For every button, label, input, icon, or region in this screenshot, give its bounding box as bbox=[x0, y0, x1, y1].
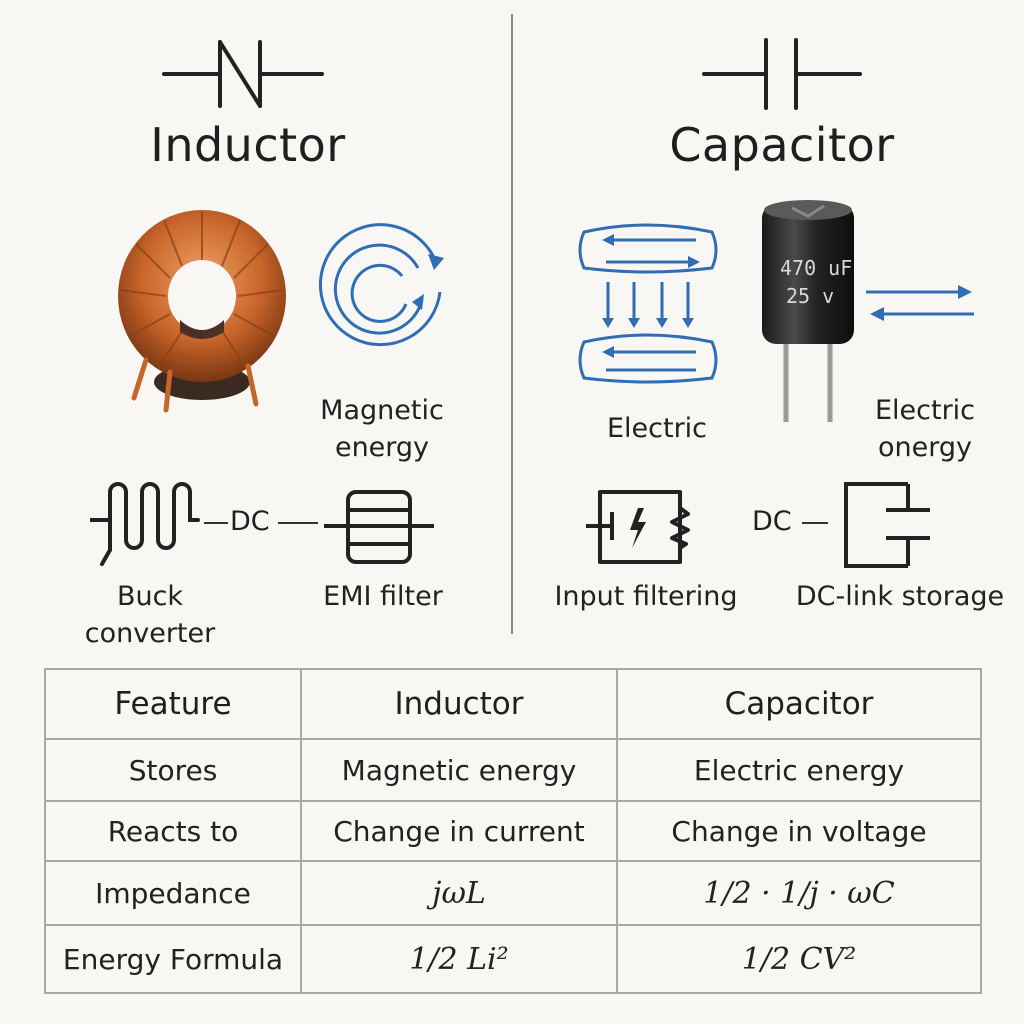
input-filtering-icon bbox=[586, 490, 690, 564]
header-feature: Feature bbox=[44, 668, 302, 740]
inductor-dc-label: DC bbox=[230, 506, 270, 537]
impedance-capacitor-text: 1/2 · 1/j · ωC bbox=[703, 875, 895, 911]
header-capacitor: Capacitor bbox=[616, 668, 982, 740]
dc-line-right bbox=[278, 522, 318, 524]
row-inductor-value: Magnetic energy bbox=[300, 738, 618, 802]
emi-filter-icon bbox=[324, 490, 434, 564]
capacitor-marking-capacitance: 470 uF bbox=[780, 256, 853, 280]
impedance-inductor-formula: jωL bbox=[300, 860, 618, 926]
capacitor-title: Capacitor bbox=[669, 118, 895, 172]
coil-schematic-icon bbox=[90, 482, 200, 566]
row-feature: Reacts to bbox=[44, 800, 302, 862]
row-capacitor-value: Electric energy bbox=[616, 738, 982, 802]
impedance-inductor-text: jωL bbox=[432, 875, 486, 911]
row-capacitor-value: Change in voltage bbox=[616, 800, 982, 862]
comparison-table: Feature Inductor Capacitor Stores Magnet… bbox=[44, 668, 982, 994]
table-row: Impedance jωL 1/2 · 1/j · ωC bbox=[44, 860, 982, 926]
capacitor-dc-label: DC bbox=[752, 506, 792, 537]
electrolytic-capacitor-image bbox=[762, 200, 854, 422]
cap-dc-line bbox=[802, 522, 828, 524]
energy-inductor-formula: 1/2 Li² bbox=[300, 924, 618, 994]
capacitor-symbol-icon bbox=[702, 38, 862, 110]
row-feature: Stores bbox=[44, 738, 302, 802]
energy-capacitor-text: 1/2 CV² bbox=[741, 941, 857, 977]
row-inductor-value: Change in current bbox=[300, 800, 618, 862]
header-inductor: Inductor bbox=[300, 668, 618, 740]
table-row: Energy Formula 1/2 Li² 1/2 CV² bbox=[44, 924, 982, 994]
table-row: Reacts to Change in current Change in vo… bbox=[44, 800, 982, 862]
section-divider bbox=[511, 14, 513, 634]
input-filtering-label: Input filtering bbox=[554, 581, 738, 612]
table-row: Stores Magnetic energy Electric energy bbox=[44, 738, 982, 802]
dc-link-storage-icon bbox=[844, 482, 930, 568]
buck-converter-label: Buck converter bbox=[84, 581, 216, 649]
magnetic-energy-label: Magnetic energy bbox=[320, 395, 444, 463]
impedance-capacitor-formula: 1/2 · 1/j · ωC bbox=[616, 860, 982, 926]
electric-label: Electric bbox=[606, 413, 708, 444]
energy-inductor-text: 1/2 Li² bbox=[409, 941, 509, 977]
row-feature: Impedance bbox=[44, 860, 302, 926]
inductor-symbol-icon bbox=[162, 40, 324, 108]
bidirectional-arrow-icon bbox=[866, 285, 974, 321]
table-header-row: Feature Inductor Capacitor bbox=[44, 668, 982, 740]
toroid-inductor-image bbox=[118, 210, 286, 413]
magnetic-field-icon bbox=[318, 223, 444, 347]
emi-filter-label: EMI filter bbox=[323, 581, 443, 612]
capacitor-marking-voltage: 25 v bbox=[786, 284, 835, 308]
dc-line-left bbox=[204, 522, 228, 524]
electric-field-icon bbox=[578, 223, 718, 384]
dc-link-storage-label: DC-link storage bbox=[795, 581, 1005, 612]
inductor-title: Inductor bbox=[150, 118, 346, 172]
energy-capacitor-formula: 1/2 CV² bbox=[616, 924, 982, 994]
row-feature: Energy Formula bbox=[44, 924, 302, 994]
electric-energy-label: Electric onergy bbox=[874, 395, 976, 463]
